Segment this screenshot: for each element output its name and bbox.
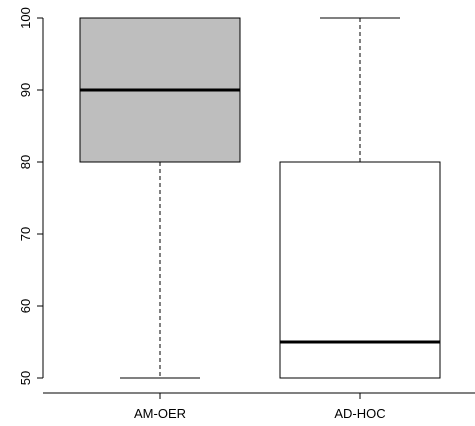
y-tick-label: 50 [18, 371, 33, 385]
x-axis: AM-OER AD-HOC [43, 392, 475, 421]
x-ticks: AM-OER AD-HOC [134, 393, 386, 421]
y-tick-label: 100 [18, 7, 33, 29]
box-rect [279, 161, 441, 379]
y-tick-label: 90 [18, 83, 33, 97]
box-am-oer [79, 17, 241, 379]
y-tick-label: 80 [18, 155, 33, 169]
box-ad-hoc [279, 17, 441, 379]
y-axis: 50 60 70 80 90 100 [18, 7, 44, 385]
x-tick-label: AM-OER [134, 406, 186, 421]
boxes [79, 17, 441, 379]
y-tick-label: 60 [18, 299, 33, 313]
y-tick-label: 70 [18, 227, 33, 241]
x-tick-label: AD-HOC [334, 406, 385, 421]
y-ticks: 50 60 70 80 90 100 [18, 7, 43, 385]
